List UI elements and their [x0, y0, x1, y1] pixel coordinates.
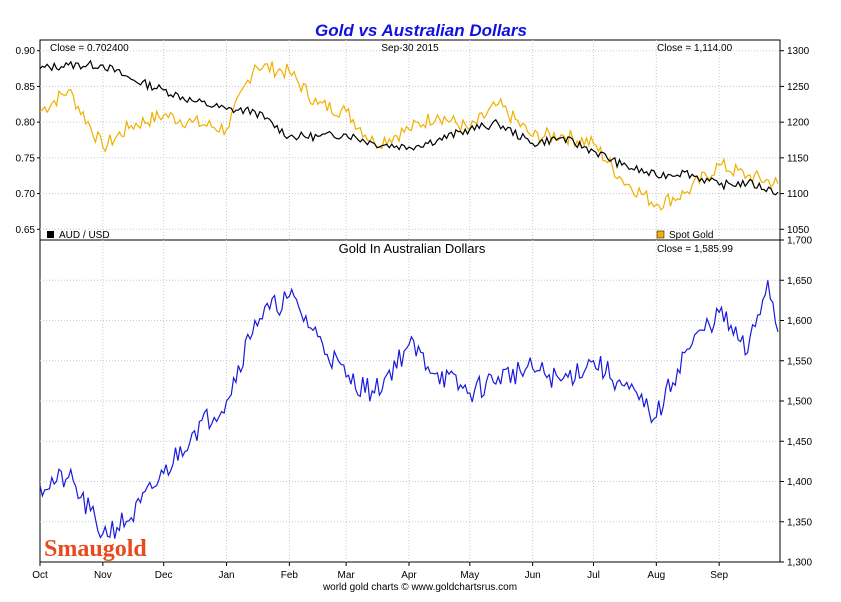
chart-title: Gold vs Australian Dollars [315, 21, 527, 40]
gold-close-label: Close = 1,114.00 [657, 43, 733, 54]
gold-legend-swatch [656, 230, 665, 239]
x-tick-label: Jun [525, 570, 541, 581]
aud-y-tick-label: 0.85 [16, 82, 36, 93]
gold-aud-close-label: Close = 1,585.99 [657, 244, 733, 255]
gold-y-tick-label: 1100 [787, 189, 809, 200]
x-tick-label: Oct [32, 570, 48, 581]
gold-aud-line [39, 280, 779, 539]
gold-aud-y-tick-label: 1,600 [787, 316, 812, 327]
gold-aud-y-tick-label: 1,650 [787, 276, 812, 287]
x-tick-label: Jan [218, 570, 234, 581]
aud-y-tick-label: 0.70 [16, 189, 36, 200]
x-tick-label: Apr [401, 570, 417, 581]
gold-y-tick-label: 1050 [787, 225, 810, 236]
top-panel-frame [39, 39, 781, 241]
gold-price-line [39, 61, 779, 211]
grid-layer [40, 40, 780, 562]
logo-text: Smaugold [44, 536, 147, 562]
aud-close-label: Close = 0.702400 [50, 43, 129, 54]
x-tick-label: Mar [338, 570, 356, 581]
gold-y-tick-label: 1150 [787, 153, 809, 164]
footer-credit: world gold charts © www.goldchartsrus.co… [322, 582, 517, 593]
date-label: Sep-30 2015 [381, 43, 439, 54]
line-layer [39, 59, 779, 539]
x-tick-label: Nov [94, 570, 112, 581]
aud-legend-label: AUD / USD [59, 230, 110, 241]
gold-y-tick-label: 1250 [787, 82, 810, 93]
gold-legend-label: Spot Gold [669, 230, 713, 241]
gold-aud-y-tick-label: 1,450 [787, 437, 812, 448]
aud-y-tick-label: 0.90 [16, 46, 36, 57]
bottom-panel-title: Gold In Australian Dollars [339, 241, 486, 256]
aud-usd-line [39, 59, 779, 196]
x-tick-label: Jul [587, 570, 600, 581]
x-tick-label: Aug [647, 570, 665, 581]
x-tick-label: Feb [281, 570, 299, 581]
aud-y-tick-label: 0.80 [16, 118, 36, 129]
gold-y-tick-label: 1200 [787, 118, 810, 129]
aud-y-tick-label: 0.75 [16, 153, 36, 164]
gold-aud-y-tick-label: 1,700 [787, 236, 812, 247]
gold-aud-y-tick-label: 1,550 [787, 356, 812, 367]
axis-layer: Oct Nov Dec Jan Feb Mar Apr May Jun Jul Aug Sep 0.90… [16, 46, 813, 581]
x-tick-label: May [460, 570, 479, 581]
aud-legend-swatch [47, 231, 54, 238]
aud-y-tick-label: 0.65 [16, 225, 36, 236]
gold-aud-y-tick-label: 1,350 [787, 517, 812, 528]
gold-aud-y-tick-label: 1,500 [787, 397, 812, 408]
x-tick-label: Sep [710, 570, 728, 581]
logo: Smaugold [44, 536, 147, 562]
gold-aud-y-tick-label: 1,300 [787, 558, 812, 569]
gold-y-tick-label: 1300 [787, 46, 810, 57]
x-tick-label: Dec [155, 570, 173, 581]
gold-aud-y-tick-label: 1,400 [787, 477, 812, 488]
